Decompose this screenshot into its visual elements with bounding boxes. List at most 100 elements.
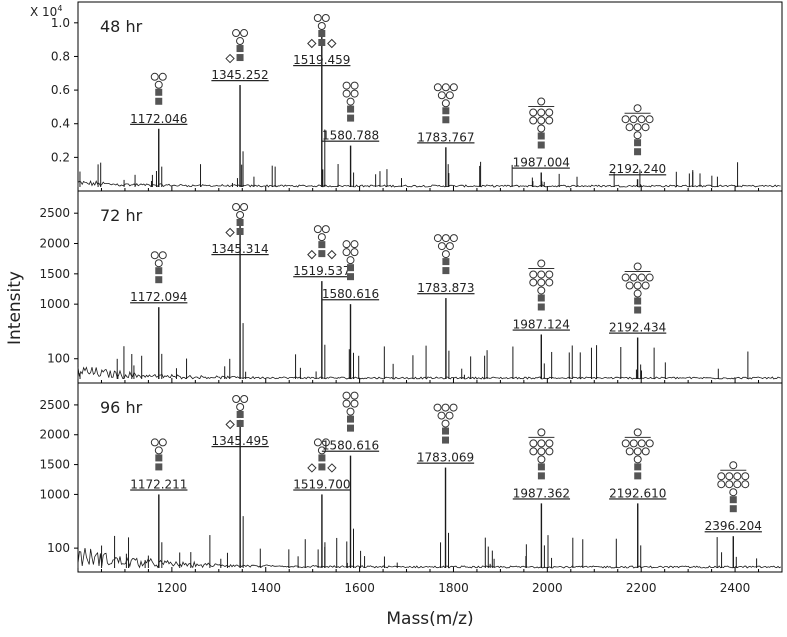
peak-mz-label: 2192.434 xyxy=(609,321,666,335)
y-axis-title: Intensity xyxy=(5,271,25,345)
x-tick-label: 2400 xyxy=(720,581,751,595)
spectrum-trace xyxy=(77,366,781,380)
fucose-diamond-icon xyxy=(307,38,317,49)
mannose-circle-icon xyxy=(342,240,351,249)
mannose-circle-icon xyxy=(342,248,351,257)
glcnac-square-icon xyxy=(347,273,355,281)
mannose-circle-icon xyxy=(633,289,642,298)
mannose-circle-icon xyxy=(313,225,322,234)
peak-mz-label: 2192.610 xyxy=(609,486,666,500)
y-tick-label: 2000 xyxy=(39,237,70,251)
mannose-circle-icon xyxy=(232,395,241,403)
mannose-circle-icon xyxy=(350,89,359,98)
peak-mz-label: 1783.069 xyxy=(417,451,474,465)
mannose-circle-icon xyxy=(317,233,326,242)
glycan-structure-icon xyxy=(307,225,337,260)
mannose-circle-icon xyxy=(633,262,642,271)
panel-time-label: 48 hr xyxy=(100,17,143,36)
mannose-circle-icon xyxy=(154,80,163,89)
peak-mz-label: 1172.046 xyxy=(130,112,187,126)
y-tick-label: 2500 xyxy=(39,398,70,412)
glcnac-square-icon xyxy=(442,116,450,124)
glcnac-square-icon xyxy=(347,264,355,272)
x-tick-label: 1200 xyxy=(157,581,188,595)
glcnac-square-icon xyxy=(318,250,326,258)
peak-mz-label: 1519.459 xyxy=(293,53,350,67)
mannose-circle-icon xyxy=(529,278,538,287)
mannose-circle-icon xyxy=(537,124,546,133)
glcnac-square-icon xyxy=(729,505,737,513)
mannose-circle-icon xyxy=(633,281,642,290)
mannose-circle-icon xyxy=(150,438,159,447)
peak-mz-label: 1519.700 xyxy=(293,477,350,491)
mannose-circle-icon xyxy=(633,104,642,113)
y-tick-label: 1.0 xyxy=(51,16,70,30)
mannose-circle-icon xyxy=(537,428,546,437)
mannose-circle-icon xyxy=(537,286,546,295)
mannose-circle-icon xyxy=(445,91,454,100)
glycan-structure-icon xyxy=(307,438,337,473)
mannose-circle-icon xyxy=(629,439,638,448)
mannose-circle-icon xyxy=(441,403,450,412)
mannose-circle-icon xyxy=(545,270,554,279)
glcnac-square-icon xyxy=(236,228,244,235)
mannose-circle-icon xyxy=(232,203,241,211)
mannose-circle-icon xyxy=(637,115,646,124)
mannose-circle-icon xyxy=(545,278,554,287)
fucose-diamond-icon xyxy=(327,38,337,49)
glycan-structure-icon xyxy=(528,97,555,149)
glcnac-square-icon xyxy=(537,132,545,140)
mannose-circle-icon xyxy=(633,123,642,132)
glcnac-square-icon xyxy=(347,415,355,423)
y-tick-label: 0.6 xyxy=(51,83,70,97)
glcnac-square-icon xyxy=(236,219,244,226)
glcnac-square-icon xyxy=(155,276,163,284)
mannose-circle-icon xyxy=(437,91,446,100)
glcnac-square-icon xyxy=(318,463,326,471)
mannose-circle-icon xyxy=(537,278,546,287)
y-tick-label: 1500 xyxy=(39,458,70,472)
mannose-circle-icon xyxy=(236,211,245,219)
glcnac-square-icon xyxy=(442,267,450,275)
mannose-circle-icon xyxy=(537,108,546,117)
mannose-circle-icon xyxy=(350,248,359,257)
glcnac-square-icon xyxy=(634,306,642,314)
y-tick-label: 100 xyxy=(47,352,70,366)
y-tick-label: 0.2 xyxy=(51,150,70,164)
glcnac-square-icon xyxy=(634,148,642,156)
panel-frame xyxy=(77,1,783,192)
glycan-structure-icon xyxy=(342,81,359,122)
glycan-structure-icon xyxy=(307,14,337,49)
y-tick-label: 2000 xyxy=(39,428,70,442)
glcnac-square-icon xyxy=(155,97,163,105)
mannose-circle-icon xyxy=(717,480,726,489)
peak-mz-label: 1783.767 xyxy=(417,130,474,144)
x-tick-label: 1600 xyxy=(344,581,375,595)
glycan-structure-icon xyxy=(342,391,359,432)
mannose-circle-icon xyxy=(346,256,355,265)
glcnac-square-icon xyxy=(442,427,450,435)
mannose-circle-icon xyxy=(645,439,654,448)
mannose-circle-icon xyxy=(158,438,167,447)
mannose-circle-icon xyxy=(529,116,538,125)
peak-mz-label: 2192.240 xyxy=(609,162,666,176)
glycan-structure-icon xyxy=(621,104,654,156)
mannose-circle-icon xyxy=(621,115,630,124)
glycan-structure-icon xyxy=(717,461,750,513)
glcnac-square-icon xyxy=(236,54,244,62)
mannose-circle-icon xyxy=(445,411,454,420)
mannose-circle-icon xyxy=(232,29,241,38)
mannose-circle-icon xyxy=(150,72,159,81)
mannose-circle-icon xyxy=(240,29,249,38)
glycan-structure-icon xyxy=(528,428,555,480)
mannose-circle-icon xyxy=(158,251,167,260)
glcnac-square-icon xyxy=(537,294,545,302)
peak-mz-label: 1172.211 xyxy=(130,477,187,491)
glycan-structure-icon xyxy=(433,403,458,444)
mannose-circle-icon xyxy=(637,439,646,448)
glcnac-square-icon xyxy=(634,463,642,471)
glcnac-square-icon xyxy=(155,454,163,462)
peak-mz-label: 1987.004 xyxy=(513,156,570,170)
mannose-circle-icon xyxy=(625,447,634,456)
mannose-circle-icon xyxy=(342,399,351,408)
